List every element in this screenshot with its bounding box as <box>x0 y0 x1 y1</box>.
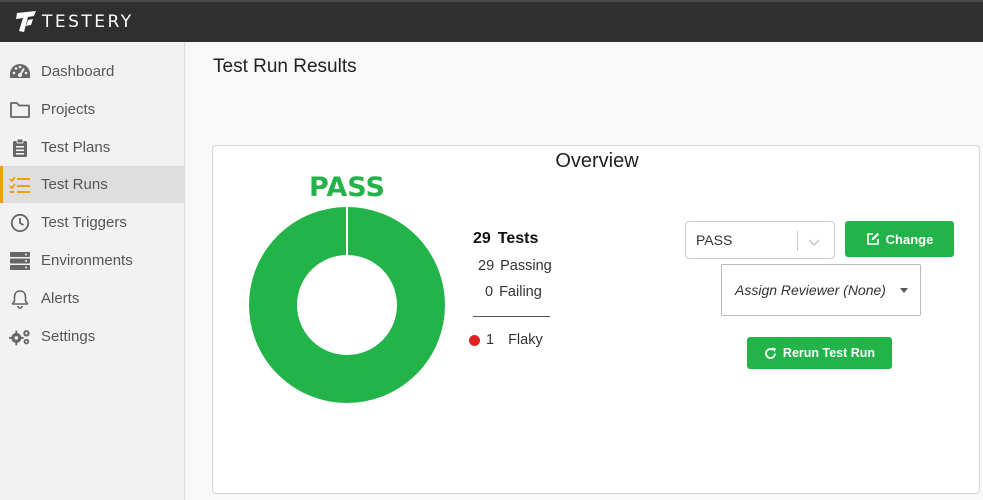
folder-icon <box>9 99 31 121</box>
change-status-button[interactable]: Change <box>845 221 954 257</box>
sidebar: Dashboard Projects Test Plans <box>0 42 185 500</box>
caret-down-icon <box>900 288 908 293</box>
flaky-indicator-dot <box>469 334 480 346</box>
top-bar: TESTERY <box>0 0 983 42</box>
sidebar-item-alerts[interactable]: Alerts <box>0 280 184 317</box>
chevron-down-icon[interactable] <box>807 235 821 253</box>
flaky-label: Flaky <box>508 332 543 348</box>
sidebar-item-settings[interactable]: Settings <box>0 318 184 355</box>
assign-reviewer-select[interactable]: Assign Reviewer (None) <box>721 264 921 316</box>
sidebar-item-label: Projects <box>41 101 96 118</box>
overview-title: Overview <box>555 150 639 172</box>
failing-tests: 0 Failing <box>485 284 542 300</box>
change-button-label: Change <box>885 231 934 247</box>
total-tests-label: Tests <box>497 230 539 247</box>
main-content: Test Run Results Overview PASS 29 Tests 2… <box>186 42 983 500</box>
sidebar-item-label: Test Triggers <box>41 214 127 231</box>
status-select[interactable]: PASS <box>685 221 835 259</box>
gears-icon <box>9 326 31 348</box>
sidebar-item-environments[interactable]: Environments <box>0 242 184 279</box>
total-tests: 29 Tests <box>473 230 573 248</box>
sidebar-item-label: Dashboard <box>41 63 115 80</box>
results-donut-chart <box>249 207 445 403</box>
sidebar-item-label: Settings <box>41 328 96 345</box>
failing-label: Failing <box>499 284 542 300</box>
logo[interactable]: TESTERY <box>14 8 134 36</box>
run-status-label: PASS <box>309 172 385 203</box>
sidebar-item-label: Environments <box>41 252 133 269</box>
status-select-value: PASS <box>696 232 733 248</box>
passing-tests: 29 Passing <box>478 258 552 274</box>
passing-count: 29 <box>478 258 495 274</box>
rerun-test-run-button[interactable]: Rerun Test Run <box>747 337 892 369</box>
edit-icon <box>866 232 879 245</box>
refresh-icon <box>765 347 776 359</box>
testery-logo-icon <box>16 11 36 32</box>
reviewer-select-value: Assign Reviewer (None) <box>735 282 886 298</box>
flaky-tests[interactable]: 1 Flaky <box>469 332 543 348</box>
sidebar-item-label: Test Runs <box>41 176 108 193</box>
sidebar-item-test-runs[interactable]: Test Runs <box>0 166 184 203</box>
dashboard-gauge-icon <box>9 61 31 83</box>
flaky-count: 1 <box>486 332 495 348</box>
overview-card: Overview PASS 29 Tests 29 Passing 0 Failing… <box>212 145 980 494</box>
sidebar-item-projects[interactable]: Projects <box>0 91 184 128</box>
clipboard-icon <box>9 137 31 159</box>
rerun-button-label: Rerun Test Run <box>782 346 876 360</box>
passing-label: Passing <box>500 258 552 274</box>
failing-count: 0 <box>485 284 494 300</box>
status-select-separator <box>797 231 798 251</box>
checklist-icon <box>9 174 31 196</box>
stats-divider <box>473 316 550 317</box>
sidebar-item-label: Alerts <box>41 290 80 307</box>
total-tests-count: 29 <box>473 230 491 247</box>
sidebar-item-test-triggers[interactable]: Test Triggers <box>0 204 184 241</box>
sidebar-item-dashboard[interactable]: Dashboard <box>0 53 184 90</box>
brand-name: TESTERY <box>42 12 134 32</box>
bell-icon <box>9 288 31 310</box>
server-icon <box>9 250 31 272</box>
page-title: Test Run Results <box>213 56 357 77</box>
sidebar-item-test-plans[interactable]: Test Plans <box>0 129 184 166</box>
clock-icon <box>9 212 31 234</box>
sidebar-item-label: Test Plans <box>41 139 111 156</box>
